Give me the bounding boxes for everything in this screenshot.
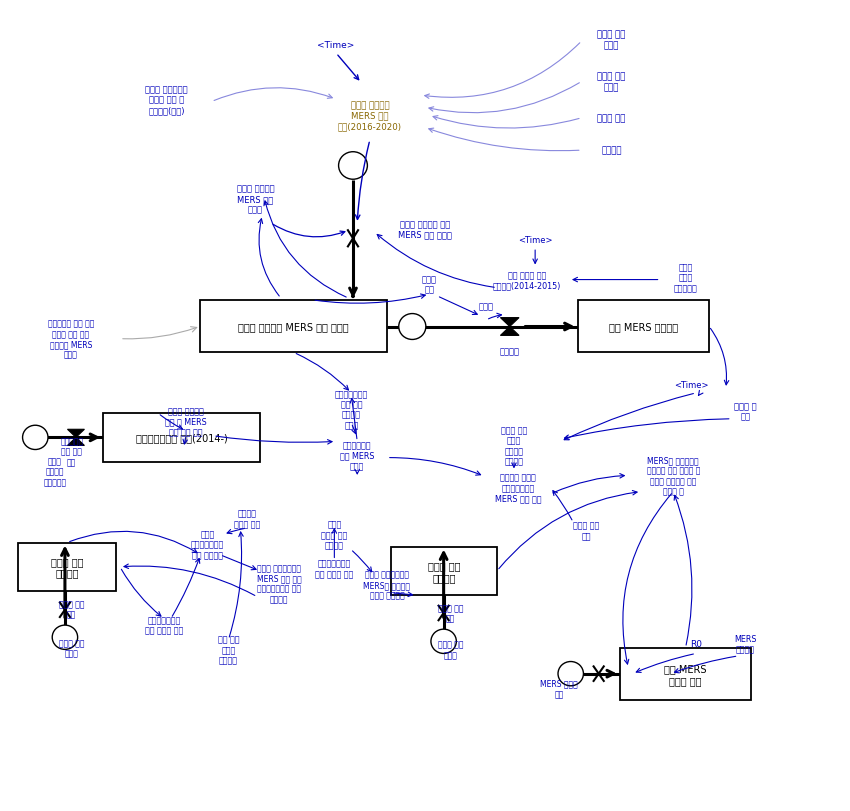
Text: 하지기간
순례자 증가: 하지기간 순례자 증가	[234, 509, 260, 528]
Text: MERS
잠복기간: MERS 잠복기간	[734, 634, 756, 654]
Bar	[577, 300, 709, 353]
Text: MERS에 감염되었을
가능성이 있는 내국인 및
사우디 아라비아 국민
유입자 수: MERS에 감염되었을 가능성이 있는 내국인 및 사우디 아라비아 국민 유입…	[647, 456, 700, 496]
Text: 감염병 통제
수준: 감염병 통제 수준	[573, 521, 599, 540]
Text: <Time>: <Time>	[317, 41, 354, 50]
Text: 사우디아라비
아의 MERS
전파율: 사우디아라비 아의 MERS 전파율	[340, 440, 375, 470]
Circle shape	[52, 625, 77, 650]
Text: 사우디 아라비아
MERS 증가
트렌드: 사우디 아라비아 MERS 증가 트렌드	[237, 185, 275, 214]
Text: 월평균 발생: 월평균 발생	[598, 114, 626, 123]
Text: 내국인 평균
사우디
아라비아
체류일수: 내국인 평균 사우디 아라비아 체류일수	[501, 426, 527, 466]
Text: 시뮬레이션 모델 시작
시점일 기준 누적
사우디의 MERS
환자수: 시뮬레이션 모델 시작 시점일 기준 누적 사우디의 MERS 환자수	[48, 320, 94, 359]
Text: 누적 MERS 사망자수: 누적 MERS 사망자수	[609, 322, 677, 332]
Text: MERS 감염자
발생: MERS 감염자 발생	[540, 679, 578, 698]
Polygon shape	[67, 430, 84, 446]
Text: 사망율: 사망율	[479, 303, 494, 311]
Bar	[19, 543, 116, 591]
Text: 표준편차: 표준편차	[601, 147, 621, 156]
Text: 사우디 아라비아에서
MERS 접촉 의심
사우디아라비아 국민
입국자수: 사우디 아라비아에서 MERS 접촉 의심 사우디아라비아 국민 입국자수	[257, 563, 302, 603]
Text: <Time>: <Time>	[675, 381, 709, 390]
Text: 사우디
아라비아
인구증가율: 사우디 아라비아 인구증가율	[43, 457, 66, 487]
Text: 월평균 발생
최대값: 월평균 발생 최대값	[598, 72, 626, 92]
Bar	[620, 648, 751, 701]
Text: 사망자수: 사망자수	[500, 347, 519, 356]
Text: 사우디 아라비아에서
MERS와 접촉의심
내국인 입국자수: 사우디 아라비아에서 MERS와 접촉의심 내국인 입국자수	[363, 570, 411, 600]
Circle shape	[399, 314, 426, 340]
Text: 체류일 수
증가: 체류일 수 증가	[734, 401, 756, 421]
Text: <Time>: <Time>	[518, 235, 552, 244]
Circle shape	[23, 426, 48, 450]
Circle shape	[558, 662, 583, 686]
Polygon shape	[501, 318, 519, 336]
Bar	[391, 547, 497, 595]
Text: 사우디 아라비아 MERS 발병 환자수: 사우디 아라비아 MERS 발병 환자수	[238, 322, 349, 332]
Text: 외국인 국내
입국자수: 외국인 국내 입국자수	[51, 556, 83, 578]
Text: 월별 메르스 환자
발생자수(2014-2015): 월별 메르스 환자 발생자수(2014-2015)	[492, 271, 561, 290]
Circle shape	[338, 152, 367, 180]
Text: 월평균 발생
최소값: 월평균 발생 최소값	[598, 31, 626, 49]
Text: 사우디 아라비아의
감염병 통제 및
대응효과(변화): 사우디 아라비아의 감염병 통제 및 대응효과(변화)	[145, 85, 188, 115]
Text: R0: R0	[690, 639, 702, 649]
Circle shape	[431, 629, 456, 654]
Text: 월평균
사우디아라비아
국민 입국자수: 월평균 사우디아라비아 국민 입국자수	[190, 530, 224, 560]
Text: 사우디아라
비아 인구
증가: 사우디아라 비아 인구 증가	[60, 436, 83, 466]
Text: 사우디아라비아
지역 여행객 비율: 사우디아라비아 지역 여행객 비율	[315, 559, 354, 578]
Text: 사우디 아라비아 신규
MERS 환자 발생수: 사우디 아라비아 신규 MERS 환자 발생수	[398, 220, 452, 239]
Text: 사우디아라비아
국민 평균
바이러스
보균율: 사우디아라비아 국민 평균 바이러스 보균율	[335, 389, 368, 430]
Text: 사망율
변화: 사망율 변화	[422, 275, 437, 294]
Text: 사우디 아라비아
인구 중 MERS
감염 환자 비율: 사우디 아라비아 인구 중 MERS 감염 환자 비율	[165, 407, 207, 436]
Text: 사우디아라비아 인구(2014-): 사우디아라비아 인구(2014-)	[135, 433, 227, 443]
Text: 사우디 아라비아
MERS 발생
예측(2016-2020): 사우디 아라비아 MERS 발생 예측(2016-2020)	[338, 101, 402, 131]
Bar	[201, 300, 387, 353]
Text: 내국인 출국
증가율: 내국인 출국 증가율	[438, 640, 463, 659]
Bar	[103, 414, 260, 462]
Text: 내국인 출국
증감: 내국인 출국 증감	[438, 603, 463, 623]
Text: 외국인 입국
증가율: 외국인 입국 증가율	[59, 638, 84, 658]
Text: 내국인 해외
출국자수: 내국인 해외 출국자수	[428, 560, 461, 582]
Text: 외국인 입국
증감: 외국인 입국 증감	[59, 599, 84, 619]
Text: 월평균
사우디 지역
여행자수: 월평균 사우디 지역 여행자수	[321, 520, 348, 550]
Text: 국내 MERS
감염자 발생: 국내 MERS 감염자 발생	[664, 663, 706, 685]
Text: 월평균
메르스
환자발생표: 월평균 메르스 환자발생표	[674, 263, 698, 293]
Text: 사우디아라비아
국민 입국자 비율: 사우디아라비아 국민 입국자 비율	[145, 616, 184, 635]
Text: 하지 기간
순례자
증가비율: 하지 기간 순례자 증가비율	[218, 635, 239, 664]
Text: 내국인의 사우디
아라비아에서의
MERS 접촉 확률: 내국인의 사우디 아라비아에서의 MERS 접촉 확률	[495, 473, 541, 503]
